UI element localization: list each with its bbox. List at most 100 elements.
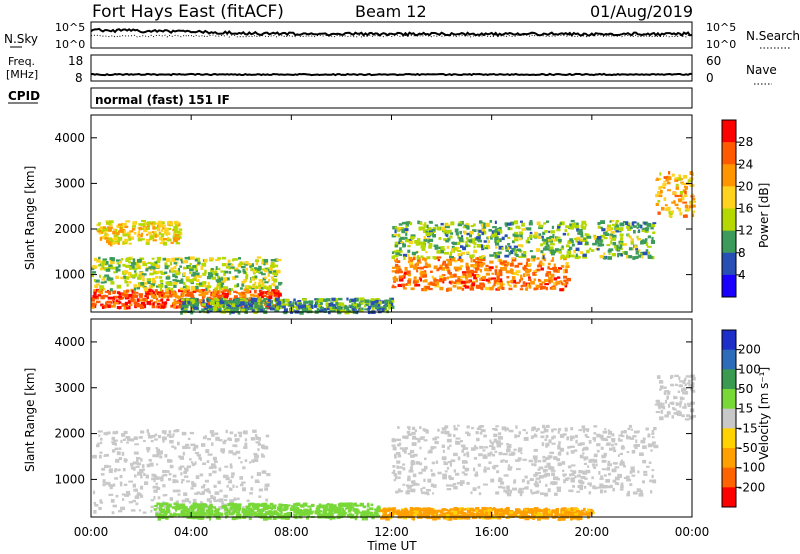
heatmap-cell [175,279,180,283]
heatmap-cell [265,511,270,515]
heatmap-cell [429,507,434,512]
heatmap-cell [545,456,549,459]
heatmap-cell [297,305,303,309]
heatmap-cell [466,451,469,456]
heatmap-cell [153,230,157,234]
heatmap-cell [657,211,661,215]
heatmap-cell [177,441,180,446]
heatmap-cell [434,281,439,285]
heatmap-cell [251,508,255,513]
heatmap-cell [299,504,303,508]
heatmap-cell [381,307,385,312]
heatmap-cell [233,516,237,521]
heatmap-cell [491,285,495,288]
heatmap-cell [453,424,456,429]
heatmap-cell [492,427,498,431]
heatmap-cell [514,238,519,242]
heatmap-cell [229,465,233,469]
heatmap-cell [547,455,553,459]
heatmap-cell [508,251,511,256]
heatmap-cell [109,277,114,281]
heatmap-cell [449,516,453,521]
heatmap-cell [104,233,108,236]
heatmap-cell [190,443,196,447]
heatmap-cell [606,243,611,247]
heatmap-cell [225,513,229,518]
heatmap-cell [284,507,288,511]
heatmap-cell [537,468,541,471]
heatmap-cell [175,237,181,241]
heatmap-cell [599,226,603,229]
heatmap-cell [173,299,177,303]
heatmap-cell [608,252,611,255]
heatmap-cell [204,479,210,483]
heatmap-cell [472,487,477,492]
heatmap-cell [251,300,256,304]
heatmap-cell [635,255,639,259]
heatmap-cell [468,512,474,517]
heatmap-cell [601,468,607,471]
heatmap-cell [139,234,143,238]
heatmap-cell [229,479,233,483]
heatmap-cell [233,295,238,299]
heatmap-cell [630,241,634,245]
heatmap-cell [158,270,163,274]
heatmap-cell [568,489,573,492]
heatmap-cell [499,481,505,485]
heatmap-cell [276,516,281,519]
heatmap-cell [593,425,598,428]
heatmap-cell [159,222,163,226]
heatmap-cell [201,503,207,506]
heatmap-cell [659,388,662,391]
heatmap-cell [175,221,180,225]
heatmap-cell [522,281,526,285]
heatmap-cell [415,262,418,266]
heatmap-cell [587,465,590,468]
heatmap-cell [272,270,277,273]
heatmap-cell [574,475,577,479]
heatmap-cell [185,298,190,302]
heatmap-cell [398,268,402,271]
heatmap-cell [383,513,388,516]
heatmap-cell [325,516,329,519]
heatmap-cell [268,505,272,510]
heatmap-cell [360,514,363,518]
heatmap-cell [404,266,408,271]
heatmap-cell [482,516,485,520]
heatmap-cell [93,303,97,306]
heatmap-cell [105,295,109,298]
heatmap-cell [139,294,143,298]
heatmap-cell [179,301,185,305]
heatmap-cell [109,288,113,292]
heatmap-cell [434,279,439,282]
heatmap-cell [611,443,614,447]
heatmap-cell [549,235,555,239]
heatmap-cell [610,227,614,231]
heatmap-cell [306,309,310,314]
heatmap-cell [104,464,109,469]
heatmap-cell [282,516,287,520]
heatmap-cell [662,402,665,406]
heatmap-cell [392,225,397,230]
heatmap-cell [111,449,116,453]
heatmap-cell [626,435,631,440]
heatmap-cell [530,511,534,514]
heatmap-cell [549,242,555,246]
heatmap-cell [224,465,229,468]
heatmap-cell [202,281,206,285]
heatmap-cell [592,485,596,489]
heatmap-cell [271,504,277,508]
heatmap-cell [146,295,149,299]
heatmap-cell [652,231,656,235]
heatmap-cell [412,482,416,486]
heatmap-cell [208,473,212,477]
heatmap-cell [549,451,555,455]
heatmap-cell [460,251,466,255]
heatmap-cell [151,262,155,266]
heatmap-cell [364,304,369,307]
heatmap-cell [190,508,195,513]
heatmap-cell [591,463,596,466]
heatmap-cell [318,300,323,304]
heatmap-cell [92,454,97,459]
heatmap-cell [494,509,498,513]
